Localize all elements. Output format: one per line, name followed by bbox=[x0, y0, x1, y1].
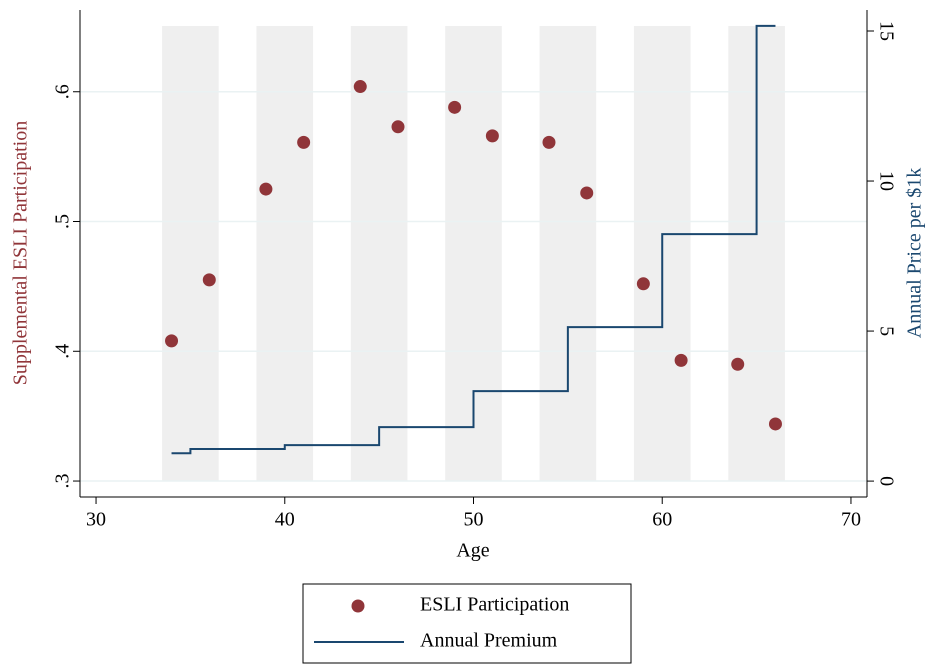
shaded-band bbox=[256, 26, 314, 481]
scatter-point bbox=[202, 273, 216, 287]
scatter-point bbox=[542, 135, 556, 149]
scatter-point bbox=[297, 135, 311, 149]
x-tick-label: 40 bbox=[275, 509, 295, 531]
y-tick-label: .3 bbox=[52, 474, 74, 489]
shaded-band bbox=[162, 26, 219, 481]
legend-label: ESLI Participation bbox=[420, 594, 569, 616]
scatter-point bbox=[768, 417, 782, 431]
y-axis-title: Supplemental ESLI Participation bbox=[10, 121, 32, 385]
shaded-band bbox=[539, 26, 597, 481]
scatter-point bbox=[485, 129, 499, 143]
x-tick-label: 60 bbox=[652, 509, 672, 531]
y-tick-label: .4 bbox=[52, 344, 74, 359]
y-tick-label: .6 bbox=[52, 84, 74, 99]
scatter-point bbox=[165, 334, 179, 348]
scatter-point bbox=[448, 100, 462, 114]
scatter-point bbox=[674, 353, 688, 367]
scatter-point bbox=[353, 80, 367, 94]
y2-tick-label: 0 bbox=[875, 476, 897, 486]
scatter-point bbox=[731, 357, 745, 371]
legend-label: Annual Premium bbox=[420, 630, 558, 652]
x-axis-title: Age bbox=[456, 540, 489, 562]
legend-marker bbox=[351, 599, 365, 613]
step-line bbox=[171, 24, 776, 455]
y2-tick-label: 10 bbox=[875, 171, 897, 191]
scatter-point bbox=[259, 182, 273, 196]
legend-box bbox=[302, 583, 632, 664]
shaded-band bbox=[350, 26, 408, 481]
scatter-point bbox=[391, 120, 405, 134]
scatter-point bbox=[580, 186, 594, 200]
y2-axis-title: Annual Price per $1k bbox=[904, 168, 926, 339]
y2-tick-label: 5 bbox=[875, 326, 897, 336]
x-tick-label: 70 bbox=[841, 509, 861, 531]
x-tick-label: 30 bbox=[86, 509, 106, 531]
y-tick-label: .5 bbox=[52, 214, 74, 229]
x-tick-label: 50 bbox=[464, 509, 484, 531]
y2-tick-label: 15 bbox=[875, 21, 897, 41]
scatter-point bbox=[636, 277, 650, 291]
